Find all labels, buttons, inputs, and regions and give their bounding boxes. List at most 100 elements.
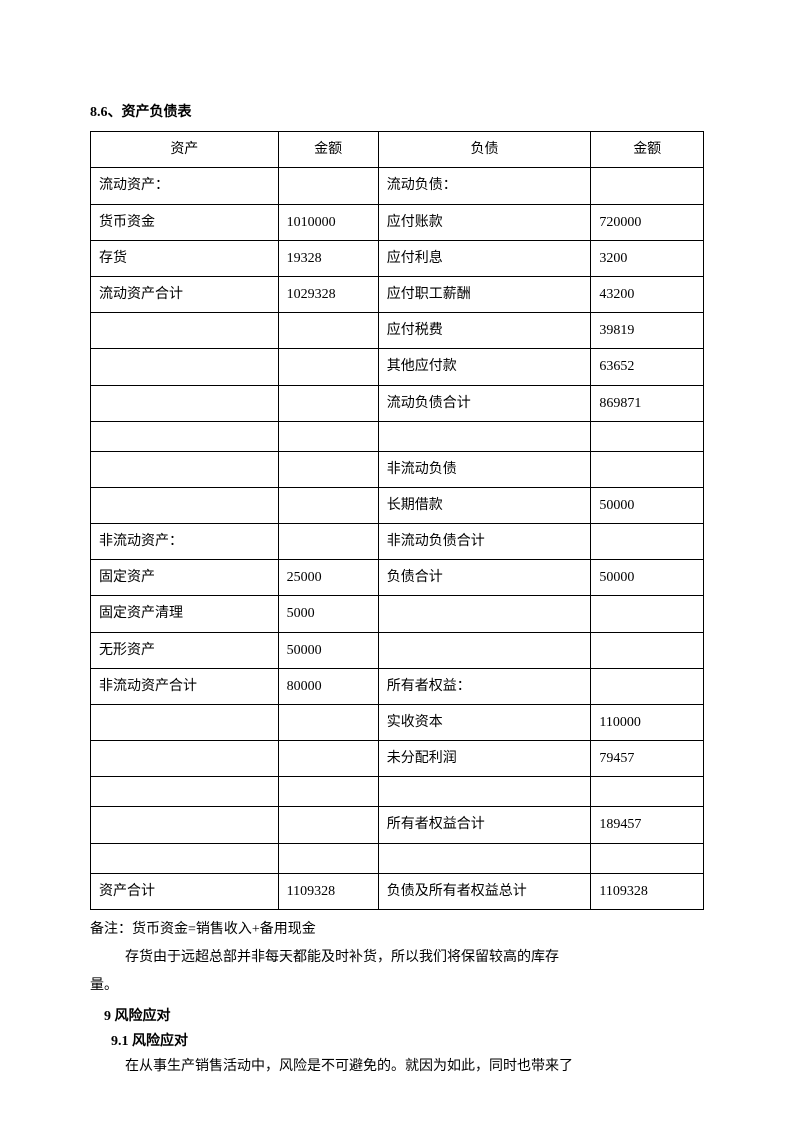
table-cell: 无形资产: [91, 632, 279, 668]
table-cell: 货币资金: [91, 204, 279, 240]
table-cell: 80000: [278, 668, 378, 704]
table-row: 流动资产合计1029328应付职工薪酬43200: [91, 276, 704, 312]
table-row: 货币资金1010000应付账款720000: [91, 204, 704, 240]
table-cell: [91, 451, 279, 487]
section-title: 8.6、资产负债表: [90, 100, 704, 125]
table-header-row: 资产 金额 负债 金额: [91, 132, 704, 168]
table-cell: 存货: [91, 240, 279, 276]
section-9-body: 在从事生产销售活动中，风险是不可避免的。就因为如此，同时也带来了: [90, 1054, 704, 1079]
table-row: 非流动负债: [91, 451, 704, 487]
table-cell: [91, 777, 279, 807]
table-row: 无形资产50000: [91, 632, 704, 668]
table-cell: 非流动资产合计: [91, 668, 279, 704]
table-cell: 189457: [591, 807, 704, 843]
table-cell: 其他应付款: [378, 349, 591, 385]
table-cell: 资产合计: [91, 873, 279, 909]
table-cell: 720000: [591, 204, 704, 240]
table-cell: 3200: [591, 240, 704, 276]
table-cell: 1010000: [278, 204, 378, 240]
note-line-1: 备注：货币资金=销售收入+备用现金: [90, 916, 704, 944]
table-row: 非流动资产合计80000所有者权益：: [91, 668, 704, 704]
table-cell: 79457: [591, 741, 704, 777]
table-cell: 非流动负债: [378, 451, 591, 487]
table-cell: [278, 843, 378, 873]
table-cell: [278, 777, 378, 807]
header-assets: 资产: [91, 132, 279, 168]
table-cell: [278, 807, 378, 843]
table-row: 固定资产25000负债合计50000: [91, 560, 704, 596]
table-cell: [91, 487, 279, 523]
table-cell: 5000: [278, 596, 378, 632]
table-cell: 固定资产清理: [91, 596, 279, 632]
table-cell: 流动资产：: [91, 168, 279, 204]
table-cell: 实收资本: [378, 705, 591, 741]
balance-sheet-table: 资产 金额 负债 金额 流动资产：流动负债：货币资金1010000应付账款720…: [90, 131, 704, 910]
table-cell: 19328: [278, 240, 378, 276]
table-cell: [591, 451, 704, 487]
table-cell: [278, 421, 378, 451]
table-row: 非流动资产：非流动负债合计: [91, 524, 704, 560]
table-row: [91, 843, 704, 873]
table-cell: [378, 421, 591, 451]
table-cell: [278, 487, 378, 523]
table-row: 存货19328应付利息3200: [91, 240, 704, 276]
table-cell: 长期借款: [378, 487, 591, 523]
table-cell: [91, 705, 279, 741]
header-amount-2: 金额: [591, 132, 704, 168]
table-row: 实收资本110000: [91, 705, 704, 741]
table-cell: [91, 349, 279, 385]
table-row: 未分配利润79457: [91, 741, 704, 777]
section-9-1-title: 9.1 风险应对: [90, 1029, 704, 1054]
header-liabilities: 负债: [378, 132, 591, 168]
table-cell: [278, 349, 378, 385]
table-cell: 50000: [278, 632, 378, 668]
table-cell: 39819: [591, 313, 704, 349]
table-cell: [591, 421, 704, 451]
table-row: 应付税费39819: [91, 313, 704, 349]
table-row: 固定资产清理5000: [91, 596, 704, 632]
table-cell: [278, 385, 378, 421]
table-cell: [278, 524, 378, 560]
table-cell: 110000: [591, 705, 704, 741]
table-cell: [378, 843, 591, 873]
table-cell: 50000: [591, 560, 704, 596]
section-9-title: 9 风险应对: [90, 1004, 704, 1029]
table-cell: 未分配利润: [378, 741, 591, 777]
table-cell: 25000: [278, 560, 378, 596]
table-cell: 负债合计: [378, 560, 591, 596]
table-row: 流动负债合计869871: [91, 385, 704, 421]
table-cell: 63652: [591, 349, 704, 385]
table-row: [91, 421, 704, 451]
table-cell: [278, 313, 378, 349]
table-cell: 1109328: [591, 873, 704, 909]
table-row: 流动资产：流动负债：: [91, 168, 704, 204]
table-cell: 50000: [591, 487, 704, 523]
table-row: [91, 777, 704, 807]
table-cell: 所有者权益：: [378, 668, 591, 704]
table-cell: [591, 168, 704, 204]
table-cell: 非流动负债合计: [378, 524, 591, 560]
note-block: 备注：货币资金=销售收入+备用现金 存货由于远超总部并非每天都能及时补货，所以我…: [90, 916, 704, 1000]
table-cell: [591, 777, 704, 807]
table-cell: 所有者权益合计: [378, 807, 591, 843]
table-cell: 1109328: [278, 873, 378, 909]
table-cell: [591, 843, 704, 873]
table-cell: [278, 451, 378, 487]
table-cell: [91, 807, 279, 843]
table-cell: [278, 741, 378, 777]
table-cell: [278, 168, 378, 204]
table-cell: 应付账款: [378, 204, 591, 240]
table-cell: [91, 385, 279, 421]
table-cell: 固定资产: [91, 560, 279, 596]
note-line-3: 量。: [90, 972, 704, 1000]
table-cell: [91, 843, 279, 873]
table-cell: [91, 421, 279, 451]
table-cell: [591, 668, 704, 704]
table-cell: [591, 596, 704, 632]
table-cell: 负债及所有者权益总计: [378, 873, 591, 909]
table-cell: [91, 741, 279, 777]
table-cell: [278, 705, 378, 741]
table-cell: 应付税费: [378, 313, 591, 349]
table-cell: [378, 777, 591, 807]
table-cell: 流动资产合计: [91, 276, 279, 312]
